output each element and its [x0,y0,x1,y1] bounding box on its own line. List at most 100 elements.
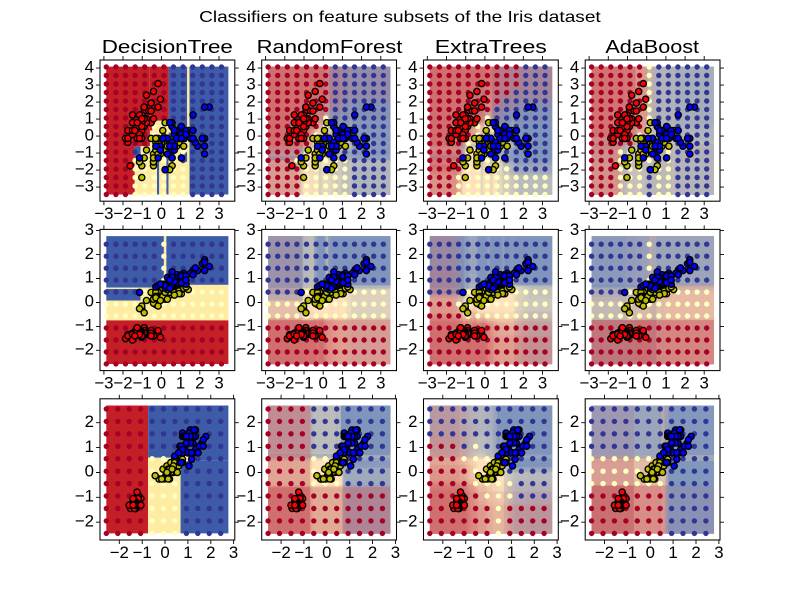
svg-text:1: 1 [176,204,185,223]
svg-text:2: 2 [357,373,366,392]
svg-text:3: 3 [552,543,561,562]
svg-text:−3: −3 [580,204,599,223]
svg-text:−2: −2 [560,511,579,530]
svg-text:−2: −2 [275,204,294,223]
svg-text:−3: −3 [398,176,417,195]
svg-text:1: 1 [668,543,677,562]
svg-text:0: 0 [480,204,489,223]
svg-text:2: 2 [408,91,417,110]
svg-text:1: 1 [408,268,417,287]
svg-text:0: 0 [408,462,417,481]
svg-text:−2: −2 [113,373,132,392]
svg-text:3: 3 [246,220,255,239]
svg-text:−3: −3 [256,373,275,392]
svg-text:0: 0 [570,292,579,311]
svg-text:1: 1 [661,204,670,223]
svg-text:0: 0 [157,204,166,223]
svg-text:ExtraTrees: ExtraTrees [435,37,547,57]
svg-text:Classifiers on feature subsets: Classifiers on feature subsets of the Ir… [199,7,601,25]
svg-text:3: 3 [376,204,385,223]
svg-text:−1: −1 [133,373,152,392]
svg-text:−1: −1 [398,142,417,161]
svg-text:−2: −2 [275,373,294,392]
svg-text:1: 1 [176,373,185,392]
svg-text:−1: −1 [75,142,94,161]
svg-text:−1: −1 [294,204,313,223]
svg-text:2: 2 [85,244,94,263]
svg-text:3: 3 [376,373,385,392]
svg-text:0: 0 [246,462,255,481]
svg-text:2: 2 [519,204,528,223]
svg-text:−2: −2 [75,340,94,359]
svg-text:2: 2 [680,373,689,392]
svg-text:−3: −3 [237,176,256,195]
svg-text:−1: −1 [237,316,256,335]
svg-text:0: 0 [570,462,579,481]
svg-text:2: 2 [246,244,255,263]
svg-text:−3: −3 [256,204,275,223]
svg-text:1: 1 [408,108,417,127]
svg-text:−1: −1 [456,373,475,392]
svg-text:0: 0 [246,292,255,311]
svg-text:−2: −2 [599,373,618,392]
svg-text:−2: −2 [398,511,417,530]
svg-text:−1: −1 [294,373,313,392]
svg-text:3: 3 [700,373,709,392]
svg-text:2: 2 [85,412,94,431]
svg-text:0: 0 [408,125,417,144]
svg-text:−3: −3 [580,373,599,392]
svg-text:−2: −2 [437,373,456,392]
svg-text:−1: −1 [75,487,94,506]
svg-text:2: 2 [519,373,528,392]
svg-text:0: 0 [646,543,655,562]
svg-text:−2: −2 [437,204,456,223]
svg-text:−2: −2 [398,340,417,359]
svg-text:RandomForest: RandomForest [257,38,403,58]
svg-text:−1: −1 [133,204,152,223]
svg-text:1: 1 [246,437,255,456]
svg-text:−2: −2 [237,511,256,530]
svg-text:0: 0 [319,373,328,392]
svg-text:3: 3 [538,204,547,223]
svg-text:3: 3 [391,543,400,562]
svg-text:−3: −3 [418,373,437,392]
svg-text:−1: −1 [618,204,637,223]
svg-text:−1: −1 [560,487,579,506]
svg-text:2: 2 [570,412,579,431]
svg-text:1: 1 [570,437,579,456]
svg-text:3: 3 [714,543,723,562]
svg-text:−1: −1 [75,316,94,335]
svg-text:−2: −2 [595,543,614,562]
svg-text:−3: −3 [560,176,579,195]
svg-text:2: 2 [408,244,417,263]
svg-text:−1: −1 [398,487,417,506]
svg-text:3: 3 [85,220,94,239]
svg-text:3: 3 [85,74,94,93]
svg-text:2: 2 [570,244,579,263]
svg-text:1: 1 [85,437,94,456]
svg-text:3: 3 [214,204,223,223]
svg-text:2: 2 [357,204,366,223]
svg-text:−3: −3 [94,373,113,392]
svg-text:−3: −3 [75,176,94,195]
svg-text:1: 1 [499,204,508,223]
svg-text:−1: −1 [560,316,579,335]
svg-text:−1: −1 [133,543,152,562]
svg-text:0: 0 [157,373,166,392]
svg-text:4: 4 [408,57,417,76]
svg-text:1: 1 [246,108,255,127]
svg-text:−2: −2 [433,543,452,562]
svg-text:2: 2 [246,412,255,431]
svg-text:1: 1 [507,543,516,562]
svg-text:−1: −1 [560,142,579,161]
svg-text:DecisionTree: DecisionTree [102,37,233,58]
svg-text:2: 2 [206,543,215,562]
svg-text:0: 0 [160,543,169,562]
svg-text:−2: −2 [75,511,94,530]
svg-text:−1: −1 [456,543,475,562]
svg-text:−1: −1 [456,204,475,223]
svg-text:−2: −2 [75,159,94,178]
svg-text:3: 3 [229,543,238,562]
svg-text:1: 1 [570,268,579,287]
svg-text:2: 2 [368,543,377,562]
